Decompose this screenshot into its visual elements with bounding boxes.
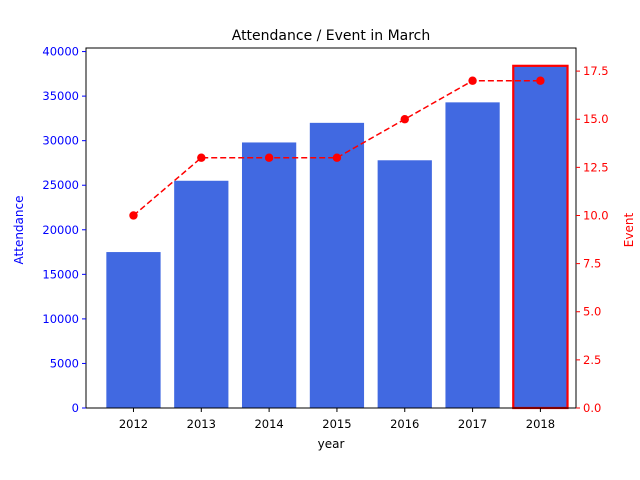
x-tick-label: 2017	[458, 417, 487, 431]
bar	[377, 160, 432, 408]
y-right-tick-label: 0.0	[583, 401, 601, 415]
axes-layer: 0 5000 10000 15000 20000 25000 30000 35000 40000…	[42, 45, 608, 431]
event-point	[264, 153, 274, 162]
x-tick-label: 2016	[390, 417, 419, 431]
event-point	[536, 76, 545, 85]
bar	[512, 64, 569, 410]
y-right-tick-label: 17.5	[583, 64, 609, 78]
y-left-tick-label: 10000	[42, 312, 79, 326]
y-left-tick-label: 40000	[42, 45, 79, 59]
y-left-tick-label: 0	[72, 401, 79, 415]
y-right-tick-label: 12.5	[583, 160, 609, 174]
y-right-tick-label: 15.0	[583, 112, 609, 126]
y-axis-label-left: Attendance	[12, 196, 26, 265]
y-left-tick-label: 20000	[42, 223, 79, 237]
y-left-tick-label: 35000	[42, 89, 79, 103]
bar	[174, 180, 229, 408]
y-right-tick-label: 5.0	[583, 305, 601, 319]
bar	[309, 122, 365, 408]
x-tick-label: 2014	[254, 417, 283, 431]
event-point	[197, 153, 206, 162]
y-right-tick-label: 7.5	[583, 257, 601, 271]
event-point	[332, 153, 342, 162]
y-right-tick-label: 10.0	[583, 208, 609, 222]
y-left-tick-label: 5000	[50, 356, 79, 370]
x-axis-label: year	[318, 437, 345, 451]
x-tick-label: 2012	[119, 417, 148, 431]
event-point	[400, 115, 409, 124]
y-axis-label-right: Event	[622, 213, 636, 248]
event-point	[468, 76, 477, 85]
line-layer	[129, 76, 545, 220]
plot-frame	[85, 47, 577, 409]
y-right-tick-label: 2.5	[583, 353, 601, 367]
y-left-tick-label: 30000	[42, 134, 79, 148]
x-tick-label: 2013	[187, 417, 216, 431]
chart-title: Attendance / Event in March	[232, 28, 431, 44]
y-left-tick-label: 15000	[42, 267, 79, 281]
bars-layer	[106, 64, 569, 410]
x-tick-label: 2018	[526, 417, 555, 431]
bar	[106, 252, 161, 408]
bar	[445, 102, 500, 408]
event-point	[129, 211, 138, 220]
y-left-tick-label: 25000	[42, 178, 79, 192]
x-tick-label: 2015	[322, 417, 351, 431]
bar	[241, 142, 297, 408]
